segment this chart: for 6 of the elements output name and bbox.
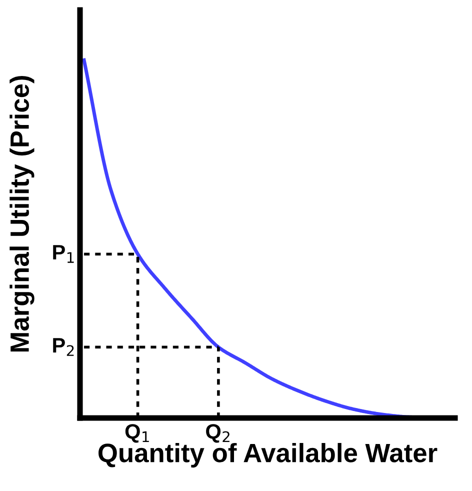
y-axis-title: Marginal Utility (Price) (10, 76, 34, 352)
x-tick-label: Q$_{1}$ (125, 424, 149, 443)
x-tick-label: Q$_{2}$ (206, 424, 230, 443)
annotation: P$_{1}$ (53, 245, 74, 263)
x-axis-title: Quantity of Available Water (98, 442, 438, 468)
annotation: P$_{2}$ (53, 338, 74, 356)
